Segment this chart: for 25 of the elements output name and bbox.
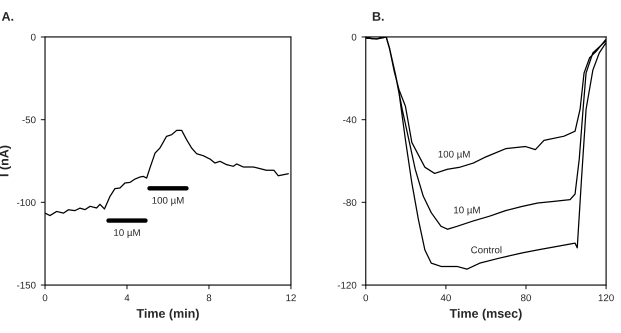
chart-title: B. [372,12,384,21]
y-tick-label: -100 [16,199,36,206]
y-tick-label: -120 [338,282,356,289]
y-tick-label: 0 [30,34,36,41]
series-label: 100 µM [152,196,184,206]
x-tick-label: 0 [42,294,48,302]
x-tick-label: 40 [440,294,451,302]
x-tick-label: 0 [363,294,368,302]
x-tick-label: 12 [286,294,296,302]
chart-title: A. [2,12,14,21]
y-tick-label: -50 [22,116,36,124]
x-axis-title: Time (min) [136,308,199,320]
series-label: Control [471,246,502,254]
series-label: 100 µM [438,150,470,160]
y-tick-label: -40 [343,116,356,124]
x-axis-title: Time (msec) [450,308,522,320]
y-tick-label: -150 [16,282,36,289]
x-tick-label: 4 [124,294,130,302]
x-tick-label: 80 [521,294,532,302]
x-tick-label: 120 [598,294,614,302]
y-tick-label: 0 [352,34,356,41]
x-tick-label: 8 [206,294,212,302]
series-label: 10 µM [454,206,480,216]
series-label: 10 µM [114,229,140,238]
y-tick-label: -80 [343,199,356,206]
